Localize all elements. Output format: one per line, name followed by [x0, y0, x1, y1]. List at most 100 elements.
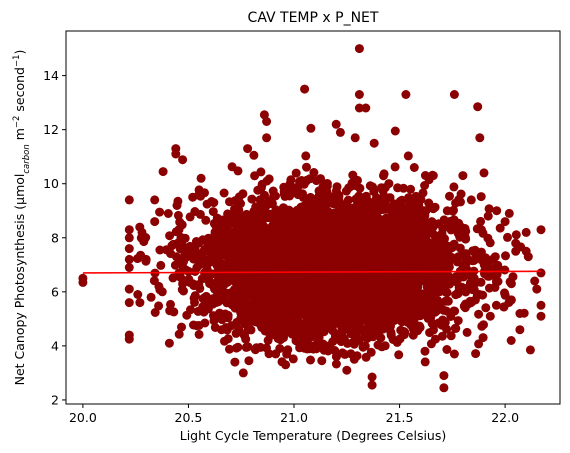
data-point — [216, 234, 225, 244]
data-point — [393, 277, 403, 287]
data-point — [200, 259, 210, 269]
data-point — [442, 345, 452, 354]
data-point — [225, 344, 234, 354]
data-point — [491, 300, 501, 310]
data-point — [345, 246, 355, 256]
data-point — [371, 324, 381, 334]
data-point — [220, 309, 230, 319]
data-point — [235, 230, 245, 240]
data-point — [469, 285, 479, 295]
data-point — [410, 287, 420, 296]
data-point — [226, 288, 236, 298]
data-point — [358, 342, 368, 352]
data-point — [405, 276, 415, 286]
data-point — [124, 195, 134, 205]
data-point — [306, 355, 315, 365]
data-point — [283, 291, 293, 301]
data-point — [189, 254, 199, 264]
data-point — [247, 266, 257, 275]
data-point — [165, 231, 175, 241]
data-point — [243, 289, 253, 299]
data-point — [294, 324, 304, 334]
data-point — [335, 259, 345, 269]
data-point — [282, 349, 292, 359]
data-point — [299, 272, 309, 281]
data-point — [312, 344, 321, 354]
data-point — [392, 254, 402, 264]
data-point — [501, 251, 510, 261]
data-point — [124, 284, 134, 294]
data-point — [141, 254, 151, 264]
data-point — [137, 227, 147, 237]
data-point — [349, 229, 359, 239]
data-point — [227, 233, 237, 243]
data-point — [256, 320, 266, 330]
data-point — [175, 217, 185, 227]
data-point — [461, 234, 471, 244]
data-point — [208, 299, 218, 308]
data-point — [327, 279, 337, 289]
data-point — [394, 350, 404, 360]
data-point — [225, 197, 234, 207]
data-point — [311, 310, 321, 320]
data-point — [345, 322, 354, 332]
data-point — [263, 199, 272, 209]
data-point — [336, 228, 345, 238]
data-point — [271, 191, 280, 201]
data-point — [275, 301, 285, 311]
data-point — [211, 278, 221, 288]
data-point — [299, 262, 309, 272]
data-point — [337, 315, 347, 325]
data-point — [453, 275, 463, 284]
data-point — [426, 339, 436, 349]
data-point — [481, 303, 491, 313]
data-point — [232, 268, 241, 278]
data-point — [437, 235, 447, 245]
data-point — [229, 241, 239, 251]
data-point — [124, 298, 134, 308]
data-point — [369, 187, 379, 197]
data-point — [366, 218, 376, 228]
data-point — [377, 232, 387, 242]
data-point — [124, 254, 134, 264]
data-point — [382, 265, 392, 275]
data-point — [386, 329, 396, 339]
data-point — [234, 205, 244, 215]
data-point — [224, 213, 234, 223]
data-point — [449, 182, 459, 192]
data-point — [212, 261, 222, 271]
data-point — [304, 296, 314, 306]
data-point — [329, 199, 339, 209]
data-point — [452, 222, 462, 232]
data-point — [320, 313, 330, 323]
data-point — [397, 290, 407, 300]
data-point — [371, 209, 381, 219]
data-point — [124, 244, 134, 254]
data-point — [168, 273, 178, 283]
data-point — [439, 215, 449, 225]
data-point — [328, 326, 338, 336]
data-point — [174, 225, 184, 235]
data-point — [246, 217, 256, 227]
data-point — [267, 224, 277, 234]
data-point — [208, 207, 218, 217]
data-point — [488, 254, 498, 264]
data-point — [274, 321, 284, 331]
data-point — [369, 240, 379, 250]
data-point — [379, 225, 389, 235]
data-point — [355, 195, 365, 205]
data-point — [231, 328, 241, 338]
data-point — [438, 242, 448, 252]
data-point — [403, 151, 413, 161]
data-point — [329, 287, 339, 297]
data-point — [484, 204, 494, 214]
data-point — [420, 304, 430, 314]
data-point — [428, 263, 438, 273]
data-point — [381, 316, 391, 326]
data-point — [242, 209, 252, 219]
data-point — [189, 293, 199, 303]
data-point — [241, 334, 251, 344]
data-point — [218, 219, 228, 229]
data-point — [254, 269, 264, 279]
data-point — [281, 251, 291, 261]
